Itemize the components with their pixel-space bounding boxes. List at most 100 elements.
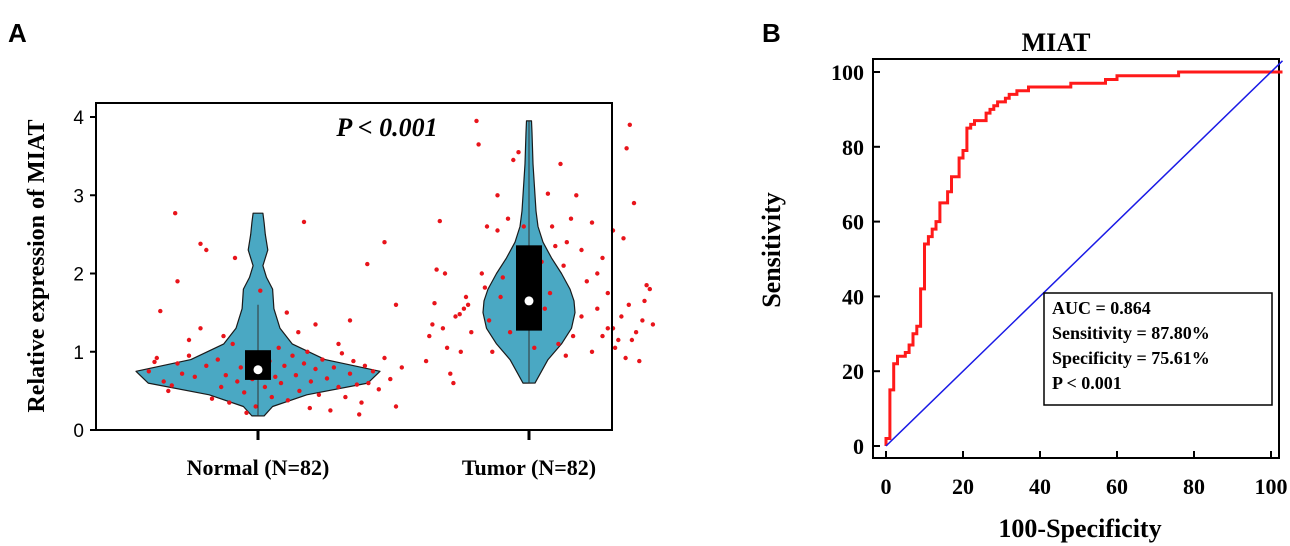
data-point: [175, 361, 180, 366]
data-point: [282, 363, 287, 368]
data-point: [640, 318, 645, 323]
reference-diagonal: [885, 60, 1284, 447]
data-point: [458, 349, 463, 354]
data-point: [276, 345, 281, 350]
y-tick-label: 1: [73, 343, 84, 364]
panel-b-roc-curve: MIAT 0 20 40 60 80 100 0 20 40 60 80 100 100-Speci…: [757, 28, 1288, 543]
data-point: [354, 382, 360, 387]
data-point: [490, 349, 495, 354]
y-axis-label: Relative expression of MIAT: [24, 119, 50, 412]
data-point: [437, 218, 442, 224]
data-point: [154, 355, 159, 361]
data-point: [362, 363, 368, 368]
data-point: [347, 318, 353, 323]
data-point: [301, 361, 307, 366]
data-point: [376, 387, 381, 392]
data-point: [600, 333, 605, 339]
data-point: [650, 322, 656, 327]
p-value-annotation: P < 0.001: [335, 113, 437, 142]
data-point: [621, 236, 626, 241]
data-point: [173, 211, 178, 216]
data-point: [442, 271, 448, 276]
data-point: [495, 193, 500, 198]
data-point: [359, 400, 364, 405]
box: [516, 245, 542, 331]
data-point: [186, 337, 192, 343]
data-point: [423, 358, 429, 364]
data-point: [278, 380, 284, 386]
data-point: [388, 376, 393, 382]
data-point: [469, 330, 474, 335]
data-point: [336, 341, 341, 347]
data-point: [507, 330, 513, 335]
roc-curve: [884, 70, 1283, 446]
data-point: [161, 379, 166, 384]
data-point: [589, 349, 595, 354]
data-point: [273, 374, 278, 379]
data-point: [328, 408, 333, 413]
data-point: [285, 398, 291, 403]
stat-auc: AUC = 0.864: [1052, 298, 1151, 318]
data-point: [253, 404, 258, 409]
median-marker: [253, 365, 263, 375]
y-ticks: 0 1 2 3 4: [73, 108, 96, 442]
data-point: [152, 359, 157, 365]
data-point: [166, 388, 171, 394]
y-tick-label: 4: [73, 108, 84, 129]
data-point: [244, 410, 249, 415]
panel-a-violin-plot: 0 1 2 3 4 Normal (N=82) Tumor (N=82) P < 0.00…: [24, 102, 656, 480]
data-point: [561, 263, 566, 268]
data-point: [637, 358, 642, 364]
y-tick-label: 20: [842, 359, 864, 384]
data-point: [563, 353, 568, 358]
x-tick-label: Tumor (N=82): [462, 455, 596, 480]
data-point: [605, 326, 610, 331]
x-axis-label: 100-Specificity: [998, 514, 1161, 543]
x-tick-label: 0: [881, 474, 892, 499]
data-point: [366, 380, 371, 386]
data-point: [393, 404, 399, 409]
y-tick-label: 40: [842, 284, 864, 309]
data-point: [500, 275, 505, 280]
stats-box: AUC = 0.864 Sensitivity = 87.80% Specifi…: [1043, 292, 1273, 406]
data-point: [215, 357, 220, 362]
data-point: [301, 219, 307, 225]
data-point: [440, 326, 446, 331]
data-point: [258, 288, 263, 293]
data-point: [542, 306, 547, 311]
data-point: [351, 358, 356, 364]
violins: [135, 120, 576, 417]
data-point: [284, 310, 289, 315]
roc-title: MIAT: [1022, 28, 1091, 57]
data-point: [547, 290, 553, 296]
data-point: [305, 349, 310, 354]
data-point: [169, 383, 174, 388]
data-point: [558, 161, 563, 167]
data-point: [434, 267, 439, 272]
panel-a-frame: [95, 102, 613, 431]
data-point: [432, 301, 437, 306]
data-point: [198, 326, 203, 331]
data-point: [223, 373, 228, 378]
data-point: [307, 405, 312, 411]
data-point: [619, 314, 624, 319]
data-point: [532, 345, 537, 350]
data-point: [238, 365, 243, 370]
data-point: [574, 193, 579, 198]
data-point: [324, 376, 330, 381]
box: [245, 350, 271, 380]
data-point: [553, 243, 558, 249]
x-ticks: 0 20 40 60 80 100: [881, 451, 1288, 499]
data-point: [579, 314, 584, 319]
data-point: [296, 330, 301, 335]
data-point: [219, 384, 224, 390]
data-point: [204, 247, 209, 253]
data-point: [564, 240, 569, 245]
data-point: [382, 240, 387, 245]
data-point: [451, 380, 456, 386]
y-ticks: 0 20 40 60 80 100: [831, 60, 880, 459]
data-point: [365, 261, 370, 267]
y-tick-label: 100: [831, 60, 864, 85]
panel-a-label: A: [8, 18, 27, 48]
